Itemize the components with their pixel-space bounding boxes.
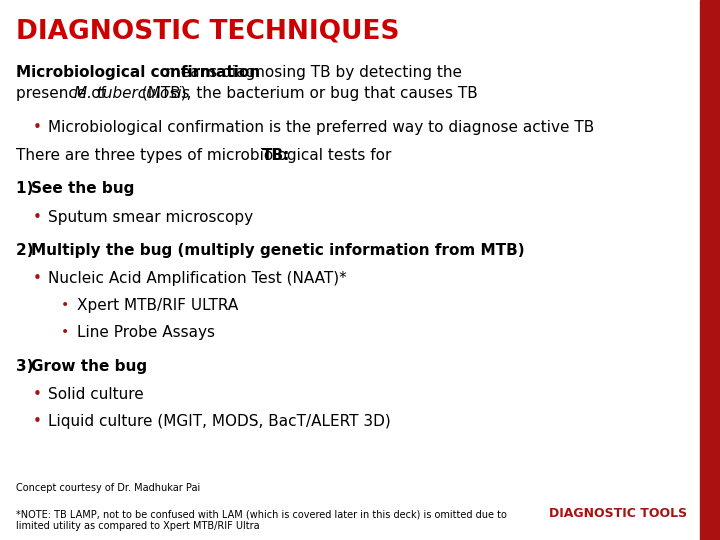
Text: DIAGNOSTIC TOOLS: DIAGNOSTIC TOOLS <box>549 507 688 519</box>
Text: Line Probe Assays: Line Probe Assays <box>77 325 215 340</box>
Text: means diagnosing TB by detecting the: means diagnosing TB by detecting the <box>161 65 462 80</box>
Text: Liquid culture (MGIT, MODS, BacT/ALERT 3D): Liquid culture (MGIT, MODS, BacT/ALERT 3… <box>48 414 391 429</box>
Text: presence of: presence of <box>16 86 111 102</box>
Text: •: • <box>61 298 69 312</box>
Text: TB:: TB: <box>262 148 290 163</box>
Text: Grow the bug: Grow the bug <box>32 359 148 374</box>
Text: DIAGNOSTIC TECHNIQUES: DIAGNOSTIC TECHNIQUES <box>16 19 400 45</box>
Text: Xpert MTB/RIF ULTRA: Xpert MTB/RIF ULTRA <box>77 298 238 313</box>
Text: •: • <box>32 120 41 135</box>
Text: Sputum smear microscopy: Sputum smear microscopy <box>48 210 253 225</box>
Text: Concept courtesy of Dr. Madhukar Pai: Concept courtesy of Dr. Madhukar Pai <box>16 483 200 494</box>
Text: •: • <box>32 271 41 286</box>
Text: Microbiological confirmation is the preferred way to diagnose active TB: Microbiological confirmation is the pref… <box>48 120 595 135</box>
Text: There are three types of microbiological tests for: There are three types of microbiological… <box>16 148 396 163</box>
Text: Multiply the bug (multiply genetic information from MTB): Multiply the bug (multiply genetic infor… <box>32 243 525 258</box>
Text: (MTB), the bacterium or bug that causes TB: (MTB), the bacterium or bug that causes … <box>138 86 478 102</box>
Text: 1): 1) <box>16 181 38 197</box>
Text: M. tuberculosis: M. tuberculosis <box>73 86 189 102</box>
Text: •: • <box>32 210 41 225</box>
Text: Solid culture: Solid culture <box>48 387 144 402</box>
Text: Nucleic Acid Amplification Test (NAAT)*: Nucleic Acid Amplification Test (NAAT)* <box>48 271 347 286</box>
Text: 3): 3) <box>16 359 39 374</box>
Text: •: • <box>32 387 41 402</box>
Text: See the bug: See the bug <box>32 181 135 197</box>
Bar <box>700 0 720 540</box>
Text: •: • <box>61 325 69 339</box>
Text: 2): 2) <box>16 243 39 258</box>
Text: Microbiological confirmation: Microbiological confirmation <box>16 65 260 80</box>
Text: •: • <box>32 414 41 429</box>
Text: *NOTE: TB LAMP, not to be confused with LAM (which is covered later in this deck: *NOTE: TB LAMP, not to be confused with … <box>16 509 507 531</box>
